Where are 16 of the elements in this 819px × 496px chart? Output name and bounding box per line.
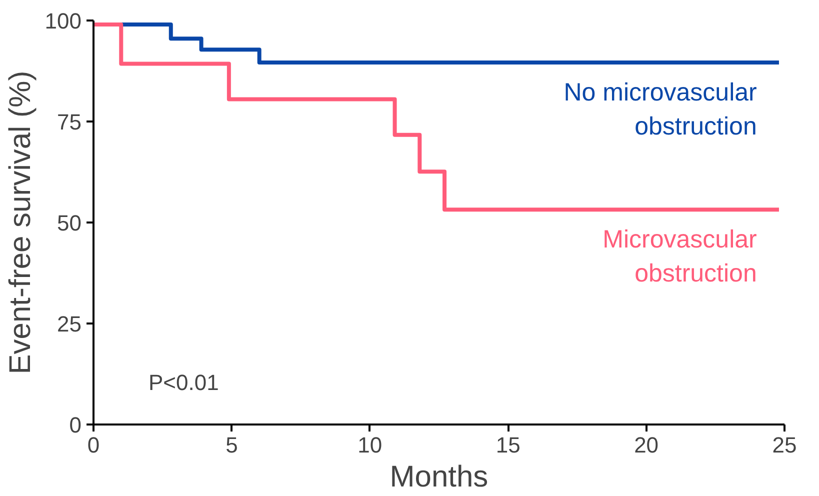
x-tick-label: 10 [358,432,382,458]
x-tick-label: 20 [634,432,659,458]
y-tick-label: 50 [57,210,82,236]
x-axis-title: Months [390,460,488,494]
x-tick-label: 25 [772,432,797,458]
y-tick-label: 25 [57,312,82,336]
y-tick-label: 0 [69,412,82,438]
y-tick-label: 100 [44,8,82,34]
x-tick-label: 0 [87,432,100,458]
y-axis-title: Event-free survival (%) [4,70,37,374]
annotation: P<0.01 [148,370,219,395]
x-tick-label: 5 [226,432,238,458]
x-tick-label: 15 [496,432,520,458]
y-tick-label: 75 [57,110,82,134]
series-label: No microvascular obstruction [564,78,757,140]
series-label: Microvascular obstruction [602,226,757,288]
